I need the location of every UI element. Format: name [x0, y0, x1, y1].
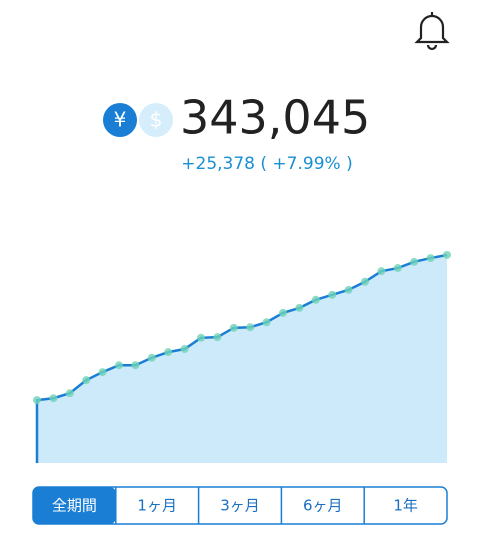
period-tabs: 全期間 1ヶ月 3ヶ月 6ヶ月 1年: [32, 486, 448, 525]
tab-selected[interactable]: [33, 487, 116, 524]
point-marker: [98, 368, 107, 377]
point-marker: [246, 323, 255, 332]
area-fill: [37, 254, 447, 463]
usd-icon[interactable]: [139, 103, 173, 137]
point-marker: [115, 361, 123, 370]
point-marker: [443, 250, 451, 259]
tab-label[interactable]: 全期間: [52, 497, 97, 515]
yen-icon[interactable]: [103, 103, 137, 137]
point-marker: [279, 308, 287, 317]
point-marker: [33, 396, 41, 405]
point-marker: [393, 264, 402, 273]
point-marker: [229, 323, 238, 332]
balance: 343,045: [180, 91, 370, 145]
point-marker: [131, 361, 140, 370]
tab-label[interactable]: 1年: [393, 497, 418, 515]
point-marker: [262, 318, 271, 327]
point-marker: [361, 277, 369, 286]
point-marker: [377, 267, 386, 276]
point-marker: [164, 348, 173, 357]
point-marker: [147, 353, 156, 362]
point-marker: [197, 333, 205, 342]
point-marker: [82, 376, 91, 385]
point-marker: [311, 295, 320, 304]
tab-label[interactable]: 6ヶ月: [303, 497, 343, 515]
point-marker: [49, 394, 58, 403]
usd-symbol: $: [150, 108, 163, 132]
point-marker: [328, 290, 337, 299]
point-marker: [213, 333, 222, 342]
point-marker: [426, 254, 435, 263]
tab-label[interactable]: 3ヶ月: [220, 497, 260, 515]
point-marker: [410, 257, 419, 266]
chart: [33, 250, 451, 463]
point-marker: [65, 389, 74, 398]
point-marker: [344, 285, 353, 294]
point-marker: [180, 345, 189, 354]
point-marker: [295, 303, 304, 312]
change: +25,378 ( +7.99% ): [181, 154, 352, 174]
bell-icon[interactable]: [414, 12, 450, 51]
yen-symbol: ¥: [114, 108, 127, 132]
tab-label[interactable]: 1ヶ月: [137, 497, 177, 515]
